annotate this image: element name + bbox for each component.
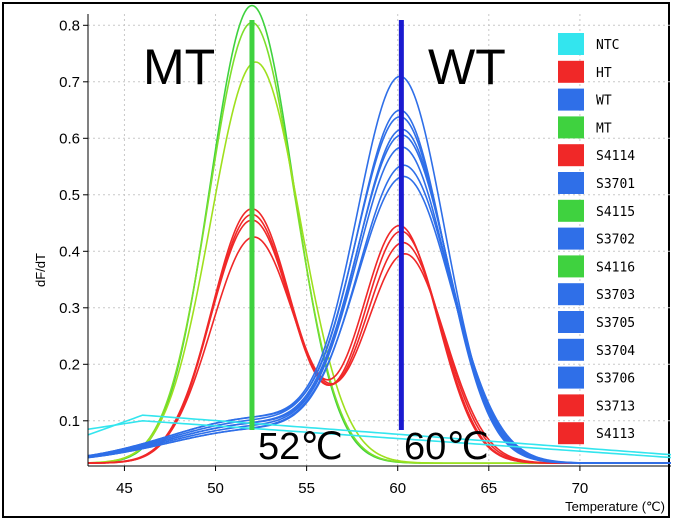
x-tick-label: 55 bbox=[298, 480, 315, 497]
legend-swatch bbox=[558, 283, 584, 306]
curve-ntc-15 bbox=[87, 419, 672, 459]
x-tick-label: 50 bbox=[207, 480, 224, 497]
y-tick-label: 0.3 bbox=[59, 300, 80, 317]
legend-item: MT bbox=[558, 116, 612, 139]
legend-swatch bbox=[558, 60, 584, 83]
legend-label: S3704 bbox=[596, 344, 635, 359]
legend-label: S4114 bbox=[596, 149, 635, 164]
legend-item: S4115 bbox=[558, 199, 635, 222]
wt-label: WT bbox=[428, 39, 506, 95]
x-axis-title: Temperature (℃) bbox=[565, 499, 665, 514]
legend-swatch bbox=[558, 338, 584, 361]
legend-item: S3706 bbox=[558, 366, 635, 389]
mt-temp-label: 52℃ bbox=[258, 426, 343, 468]
legend-label: HT bbox=[596, 66, 612, 81]
peak-lines bbox=[249, 20, 404, 430]
y-axis-title: dF/dT bbox=[33, 253, 48, 287]
legend-swatch bbox=[558, 394, 584, 417]
legend-label: WT bbox=[596, 94, 612, 109]
legend-swatch bbox=[558, 422, 584, 445]
legend-item: S3701 bbox=[558, 172, 635, 194]
curves bbox=[87, 4, 672, 464]
legend-item: S3704 bbox=[558, 338, 635, 361]
legend-label: S4115 bbox=[596, 205, 635, 220]
legend-swatch bbox=[558, 255, 584, 278]
legend-swatch bbox=[558, 116, 584, 139]
legend-swatch bbox=[558, 366, 584, 389]
legend-item: HT bbox=[558, 60, 612, 83]
legend-label: NTC bbox=[596, 38, 619, 53]
wt-temp-label: 60℃ bbox=[404, 426, 489, 468]
legend-label: S3701 bbox=[596, 177, 635, 192]
legend-swatch bbox=[558, 311, 584, 333]
legend-item: S3703 bbox=[558, 283, 635, 306]
legend-label: S3706 bbox=[596, 372, 635, 387]
legend-item: S3702 bbox=[558, 227, 635, 250]
legend-swatch bbox=[558, 172, 584, 194]
legend-label: S4113 bbox=[596, 427, 635, 442]
legend-swatch bbox=[558, 33, 584, 55]
legend-label: S3705 bbox=[596, 316, 635, 331]
legend-item: NTC bbox=[558, 33, 619, 55]
legend-label: S3703 bbox=[596, 288, 635, 303]
y-tick-label: 0.8 bbox=[59, 17, 80, 34]
y-tick-label: 0.7 bbox=[59, 74, 80, 91]
legend-label: MT bbox=[596, 121, 612, 136]
legend-item: WT bbox=[558, 88, 612, 111]
x-tick-label: 65 bbox=[480, 480, 497, 497]
axes bbox=[87, 14, 671, 467]
legend-label: S3702 bbox=[596, 233, 635, 248]
mt-label: MT bbox=[143, 39, 215, 95]
x-tick-label: 45 bbox=[116, 480, 133, 497]
legend-swatch bbox=[558, 88, 584, 111]
curve-wt-14 bbox=[87, 175, 671, 464]
legend-swatch bbox=[558, 227, 584, 250]
legend-item: S4113 bbox=[558, 422, 635, 445]
y-tick-label: 0.5 bbox=[59, 187, 80, 204]
ticks: 45 50 55 60 65 70 0.1 0.2 0.3 0.4 0.5 0.6 0.7 0.8 bbox=[59, 17, 588, 497]
legend-label: S3713 bbox=[596, 399, 635, 414]
y-tick-label: 0.4 bbox=[59, 243, 80, 260]
legend-swatch bbox=[558, 144, 584, 167]
legend: NTC HT WT MT S4114 S3701 S4115 S3702 S4116 S3703 S… bbox=[558, 33, 635, 445]
x-tick-label: 60 bbox=[389, 480, 406, 497]
legend-item: S4116 bbox=[558, 255, 635, 278]
legend-item: S3705 bbox=[558, 311, 635, 333]
y-tick-label: 0.1 bbox=[59, 413, 80, 430]
legend-item: S3713 bbox=[558, 394, 635, 417]
x-tick-label: 70 bbox=[572, 480, 589, 497]
curve-ntc-16 bbox=[87, 414, 672, 456]
y-tick-label: 0.6 bbox=[59, 130, 80, 147]
y-tick-label: 0.2 bbox=[59, 356, 80, 373]
legend-swatch bbox=[558, 199, 584, 222]
legend-item: S4114 bbox=[558, 144, 635, 167]
legend-label: S4116 bbox=[596, 260, 635, 275]
grid bbox=[88, 14, 671, 466]
